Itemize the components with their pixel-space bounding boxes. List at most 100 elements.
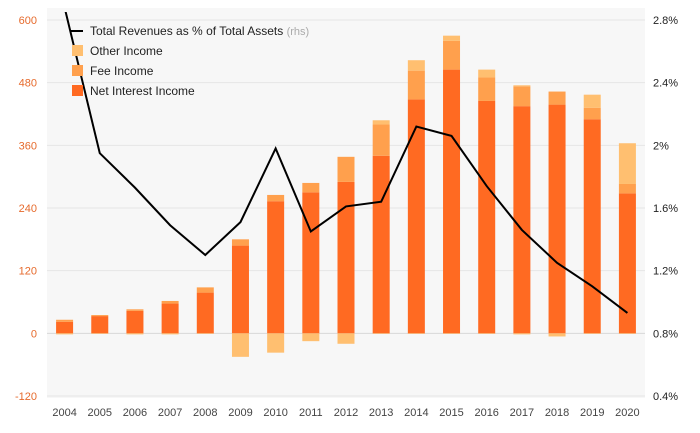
series-line-total-revenues — [64, 12, 629, 314]
legend-label: Other Income — [90, 44, 163, 58]
bar — [513, 86, 531, 107]
x-tick-label: 2014 — [404, 407, 428, 419]
legend: Total Revenues as % of Total Assets (rhs… — [71, 24, 309, 98]
bar — [91, 315, 109, 317]
y-right-tick-label: 2.4% — [653, 78, 678, 90]
bar — [126, 309, 144, 311]
bar — [302, 182, 320, 193]
x-tick-label: 2018 — [545, 407, 569, 419]
legend-swatch — [72, 65, 83, 76]
bar — [372, 120, 390, 125]
legend-label: Fee Income — [90, 64, 154, 78]
left-axis: -120 0 120 240 360 480 600 — [15, 15, 37, 403]
bar — [267, 194, 285, 202]
bar — [56, 319, 74, 322]
x-tick-label: 2020 — [615, 407, 639, 419]
x-tick-label: 2019 — [580, 407, 604, 419]
y-left-tick-label: 120 — [19, 266, 37, 278]
bar — [231, 239, 249, 246]
x-tick-label: 2017 — [510, 407, 534, 419]
bar — [407, 70, 425, 100]
y-right-tick-label: 0.4% — [653, 391, 678, 403]
bars-layer — [56, 35, 636, 357]
bar — [407, 99, 425, 334]
x-tick-label: 2012 — [334, 407, 358, 419]
bar — [337, 156, 355, 182]
bar — [618, 193, 636, 334]
y-right-tick-label: 1.2% — [653, 266, 678, 278]
bar — [583, 119, 601, 334]
bar — [337, 181, 355, 334]
bar — [548, 104, 566, 334]
bar — [548, 91, 566, 105]
bar — [126, 333, 144, 335]
x-tick-label: 2005 — [88, 407, 112, 419]
bar — [443, 35, 461, 41]
bar — [583, 107, 601, 120]
bar — [618, 183, 636, 194]
y-left-tick-label: 360 — [19, 140, 37, 152]
bar — [161, 333, 179, 335]
bar — [372, 155, 390, 334]
bar — [161, 303, 179, 334]
bar — [161, 300, 179, 304]
bar — [302, 333, 320, 342]
legend-suffix: (rhs) — [287, 26, 310, 38]
y-left-tick-label: 480 — [19, 78, 37, 90]
bar — [267, 333, 285, 353]
bar — [407, 333, 425, 334]
legend-swatch — [72, 45, 83, 56]
bar — [478, 333, 496, 334]
y-left-tick-label: 0 — [31, 328, 37, 340]
bar — [302, 192, 320, 334]
bar — [337, 333, 355, 344]
bar — [56, 333, 74, 335]
y-right-tick-label: 2% — [653, 140, 669, 152]
y-left-tick-label: -120 — [15, 391, 37, 403]
y-right-tick-label: 2.8% — [653, 15, 678, 27]
bar — [56, 321, 74, 334]
bar — [126, 310, 144, 334]
bar — [196, 287, 214, 293]
x-tick-label: 2010 — [263, 407, 287, 419]
bar — [513, 106, 531, 334]
bar — [513, 85, 531, 87]
bar — [618, 143, 636, 184]
legend-label: Total Revenues as % of Total Assets (rhs… — [90, 24, 309, 38]
bar — [513, 333, 531, 335]
bar — [91, 316, 109, 334]
y-left-tick-label: 600 — [19, 15, 37, 27]
bar — [91, 333, 109, 334]
y-right-tick-label: 1.6% — [653, 203, 678, 215]
x-tick-label: 2004 — [52, 407, 76, 419]
y-right-tick-label: 0.8% — [653, 328, 678, 340]
right-axis: 0.4% 0.8% 1.2% 1.6% 2% 2.4% 2.8% — [653, 15, 678, 403]
bar — [231, 333, 249, 357]
legend-label: Net Interest Income — [90, 84, 195, 98]
legend-swatch — [72, 85, 83, 96]
x-axis: 2004 2005 2006 2007 2008 2009 2010 2011 2012 2013… — [52, 407, 639, 419]
bar — [196, 333, 214, 334]
bar — [443, 333, 461, 334]
bar — [372, 124, 390, 156]
x-tick-label: 2016 — [474, 407, 498, 419]
bar — [478, 77, 496, 101]
x-tick-label: 2006 — [123, 407, 147, 419]
bar — [478, 100, 496, 334]
bar — [478, 69, 496, 78]
x-tick-label: 2008 — [193, 407, 217, 419]
bar — [583, 94, 601, 108]
x-tick-label: 2007 — [158, 407, 182, 419]
bar — [443, 40, 461, 70]
bar — [267, 201, 285, 334]
bar — [618, 333, 636, 334]
line-layer — [64, 12, 629, 314]
x-tick-label: 2009 — [228, 407, 252, 419]
x-tick-label: 2011 — [299, 407, 323, 419]
bar — [548, 333, 566, 337]
bar — [583, 333, 601, 334]
x-tick-label: 2013 — [369, 407, 393, 419]
bar — [443, 69, 461, 334]
bar — [372, 333, 390, 334]
